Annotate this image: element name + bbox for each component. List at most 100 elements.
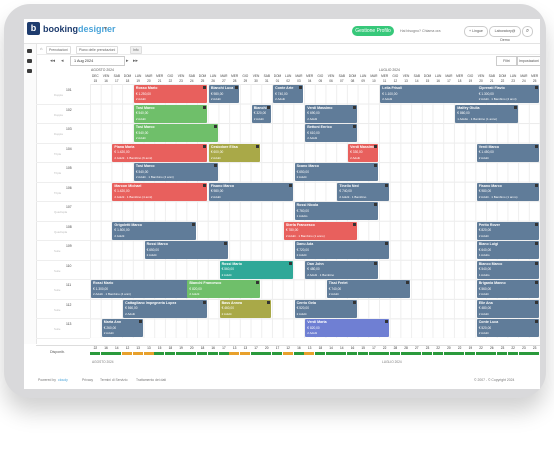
note-icon[interactable] <box>374 144 378 148</box>
tab-prenotazioni[interactable]: Prenotazioni <box>46 46 71 54</box>
note-icon[interactable] <box>256 281 260 285</box>
note-icon[interactable] <box>288 183 292 187</box>
room-row[interactable]: 104 Tripla <box>36 143 90 164</box>
booking-block[interactable]: Piana Maria € 1.420,00 2 Adulti · 1 Bambin… <box>112 143 207 162</box>
next-day-icon[interactable]: ▸ <box>126 58 129 64</box>
room-row[interactable]: 110 Suite <box>36 260 90 281</box>
room-row[interactable]: 112 Suite <box>36 299 90 320</box>
note-icon[interactable] <box>202 105 206 109</box>
help-link[interactable]: Hai bisogno? Chiama ora <box>400 29 441 33</box>
note-icon[interactable] <box>202 300 206 304</box>
chevron-down-icon[interactable]: ▾ <box>104 26 108 32</box>
user-button[interactable]: Laboratory@ Demo <box>489 26 521 42</box>
note-icon[interactable] <box>534 281 538 285</box>
note-icon[interactable] <box>534 86 538 89</box>
list-icon[interactable] <box>27 59 32 63</box>
note-icon[interactable] <box>534 300 538 304</box>
room-row[interactable]: 107 Quadrupla <box>36 201 90 222</box>
room-row[interactable]: 111 Suite <box>36 279 90 300</box>
settings-button[interactable]: Impostazioni <box>517 56 540 66</box>
note-icon[interactable] <box>138 320 142 324</box>
booking-block[interactable]: Danu Ada € 720,00 2 Adulti <box>294 241 389 260</box>
note-icon[interactable] <box>267 105 271 109</box>
booking-block[interactable]: Rossi Mario € 560,00 2 Adulti <box>219 260 293 279</box>
booking-block[interactable]: Cattagliano Impegneria Lopez € 560,00 2 Ad… <box>123 299 207 318</box>
user-icon[interactable] <box>27 69 32 73</box>
language-button[interactable]: + Lingue <box>464 26 488 37</box>
booking-block[interactable]: Verdi Massimo € 690,00 2 Adulti <box>305 104 357 123</box>
powered-brand[interactable]: cloudy <box>58 378 68 382</box>
note-icon[interactable] <box>213 164 217 168</box>
note-icon[interactable] <box>202 183 206 187</box>
booking-block[interactable]: Conte Luca € 520,00 2 Adulti <box>476 319 539 338</box>
booking-block[interactable]: Brigania Manno € 560,00 2 Adulti <box>476 280 539 299</box>
date-input[interactable]: 1 Aug 2024 <box>70 56 125 66</box>
note-icon[interactable] <box>374 203 378 207</box>
note-icon[interactable] <box>534 144 538 148</box>
note-icon[interactable] <box>513 105 517 109</box>
booking-block[interactable]: Verdi Marta € 820,00 2 Adulti <box>305 319 389 338</box>
room-row[interactable]: 103 Doppia <box>36 123 90 144</box>
booking-block[interactable]: Bettoni Enrico € 610,00 2 Adulti <box>305 124 357 143</box>
tab-piano[interactable]: Piano delle prenotazioni <box>76 46 119 54</box>
booking-block[interactable]: Bianchi Luca € 980,00 2 Adulti <box>208 85 239 103</box>
booking-block[interactable]: Fisano Marco € 980,00 2 Adulti <box>208 182 293 201</box>
note-icon[interactable] <box>224 242 228 246</box>
booking-block[interactable]: Tinello Ned € 740,00 2 Adulti · 1 Bambino <box>337 182 389 201</box>
booking-block[interactable]: Rossi Nicola € 760,00 1 Adulto <box>294 202 379 221</box>
booking-block[interactable]: Cesiodore Elisa € 600,00 2 Adulti <box>208 143 261 162</box>
booking-block[interactable]: Scano Marco € 650,00 2 Adulti <box>294 163 379 182</box>
room-row[interactable]: 106 Tripla <box>36 182 90 203</box>
tab-info[interactable]: Info <box>130 46 142 54</box>
note-icon[interactable] <box>374 164 378 168</box>
note-icon[interactable] <box>299 86 303 89</box>
room-row[interactable]: 113 Suite <box>36 318 90 339</box>
booking-block[interactable]: Perito Rover € 820,00 2 Adulti <box>476 221 539 240</box>
note-icon[interactable] <box>202 86 206 89</box>
filter-button[interactable]: Filtri <box>496 56 517 66</box>
prev-day-icon[interactable]: ◂ <box>61 58 64 64</box>
booking-block[interactable]: Tosi Marco € 540,00 2 Adulti · 1 Bambino (… <box>133 163 218 182</box>
search-icon[interactable]: ⌕ <box>522 26 533 37</box>
profile-button[interactable]: Gestione Profilo <box>352 26 394 36</box>
next-icon[interactable]: ▸▸ <box>133 58 139 64</box>
room-row[interactable]: 109 Suite <box>36 240 90 261</box>
terms-link[interactable]: Termini di Servizio <box>100 378 128 382</box>
logo[interactable]: bookingdesigner <box>43 24 116 34</box>
note-icon[interactable] <box>534 222 538 226</box>
room-row[interactable]: 105 Tripla <box>36 162 90 183</box>
note-icon[interactable] <box>374 261 378 265</box>
note-icon[interactable] <box>352 300 356 304</box>
room-row[interactable]: 101 Doppia <box>36 84 90 105</box>
booking-block[interactable]: Bass Annea € 460,00 2 Adulti <box>219 299 272 318</box>
booking-block[interactable]: Grigoletti Marco € 1.500,00 2 Adulti <box>112 221 197 240</box>
booking-block[interactable]: Elle Ana € 480,00 2 Adulti <box>476 299 539 318</box>
room-row[interactable]: 108 Quadrupla <box>36 221 90 242</box>
note-icon[interactable] <box>534 242 538 246</box>
note-icon[interactable] <box>406 281 410 285</box>
note-icon[interactable] <box>234 86 238 89</box>
room-row[interactable]: 102 Doppia <box>36 104 90 125</box>
note-icon[interactable] <box>267 300 271 304</box>
booking-block[interactable]: Blano Luigi € 640,00 1 Adulto <box>476 241 539 260</box>
booking-grid[interactable]: Rosso Mario € 1.250,00 2 Adulti Bianchi Luc… <box>90 84 540 338</box>
booking-block[interactable]: Malfey Giulia € 860,00 1 Adulto · 1 Bambin… <box>455 104 518 123</box>
booking-block[interactable]: Rosso Mario € 1.250,00 2 Adulti <box>133 85 207 103</box>
booking-block[interactable]: Bianchi R € 320,00 2 Adulti <box>251 104 272 123</box>
data-link[interactable]: Trattamento dei dati <box>136 378 167 382</box>
note-icon[interactable] <box>352 125 356 129</box>
booking-block[interactable]: Tissi Ferlet € 740,00 2 Adulti <box>326 280 411 299</box>
calendar-icon[interactable] <box>27 49 32 53</box>
note-icon[interactable] <box>256 144 260 148</box>
home-icon[interactable]: ⌂ <box>40 46 43 51</box>
note-icon[interactable] <box>384 242 388 246</box>
note-icon[interactable] <box>192 222 196 226</box>
booking-block[interactable]: Verdi Marco € 1.450,00 2 Adulti <box>476 143 539 162</box>
booking-block[interactable]: Sterla Francesco € 780,00 2 Adulti · 1 Bam… <box>283 221 357 240</box>
note-icon[interactable] <box>202 144 206 148</box>
booking-block[interactable]: Fisano Marco € 980,00 2 Adulti · 1 Bambino… <box>476 182 539 201</box>
booking-block[interactable]: Marcon Michael € 1.420,00 2 Adulti · 1 Bam… <box>112 182 207 201</box>
booking-block[interactable]: Marta Ann € 260,00 2 Adulti <box>101 319 143 338</box>
note-icon[interactable] <box>213 125 217 129</box>
note-icon[interactable] <box>534 261 538 265</box>
